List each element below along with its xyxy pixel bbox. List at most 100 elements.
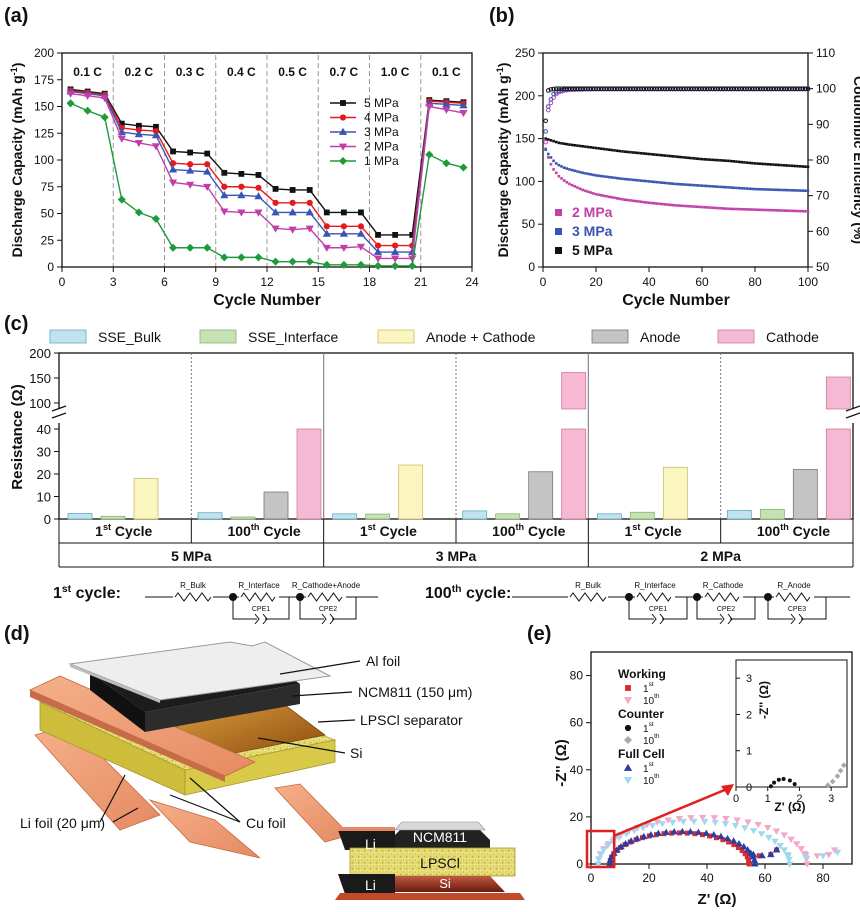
capacity-point [666,181,669,185]
capacity-point [581,145,585,148]
capacity-point [713,206,717,210]
capacity-point [605,148,608,151]
illustration-labels: Al foil NCM811 (150 μm) LPSCl separator … [20,653,472,831]
nyquist-point [787,836,795,843]
c-rate-label: 0.2 C [125,65,154,79]
nyquist-point [686,828,695,835]
circuit-100th-resistor [775,592,811,602]
bar-lower-cathode [296,428,322,520]
xs-label-ncm811: NCM811 [413,829,467,845]
xs-si-layer [380,876,505,892]
capacity-point [631,178,635,182]
data-point [425,103,434,111]
data-point [357,223,365,230]
panel-c-circuits: 1st cycle: 100th cycle:R_Bulk R_InterfaceC… [53,581,850,625]
capacity-point [721,159,725,162]
data-point [100,113,109,122]
capacity-point [570,183,574,187]
data-point [117,135,126,143]
ncm811-side [90,672,145,732]
panel-b-ylabel-right: Coulombic Efficiency (%) [851,76,860,244]
capacity-point [695,205,698,209]
capacity-point [740,207,744,211]
xs-label-lpscl: LPSCl [420,855,460,871]
capacity-point [692,157,696,160]
bar-sse-interface [365,513,391,520]
ce-point [681,86,686,91]
data-point [66,99,75,108]
nyquist-point [615,834,623,842]
inset-point [840,762,847,769]
ce-point [630,86,636,91]
capacity-point [645,179,648,183]
data-point [339,244,348,252]
legend-label: 5 MPa [572,242,613,258]
legend-item-label: 1st [643,761,654,775]
capacity-point [780,209,783,212]
y-tick-label: 75 [41,180,55,194]
data-point [221,169,228,176]
capacity-point [645,201,648,204]
legend-label: 2 MPa [572,204,613,220]
capacity-point [798,189,802,192]
legend-item-label: 10th [643,733,660,747]
capacity-point [557,163,561,167]
capacity-point [578,144,582,148]
axis-break-mark-left-1 [51,405,67,412]
capacity-point [732,160,736,163]
capacity-point [793,164,797,168]
capacity-point [700,184,704,187]
lpscl-separator-front [184,739,336,796]
data-point [134,208,143,217]
capacity-point [621,150,624,153]
legend-marker [555,247,562,254]
capacity-point [547,152,550,156]
capacity-point [576,170,579,173]
capacity-point [727,159,730,163]
data-point [254,253,263,262]
data-point [271,208,280,216]
circuit-1st-cpe-element [254,613,268,625]
xs-lower-li-tab [338,874,395,894]
capacity-point [581,171,585,175]
capacity-point [748,187,751,191]
capacity-point [594,174,598,177]
capacity-point [727,186,730,189]
capacity-point [650,180,653,183]
ce-point [657,86,662,91]
capacity-point [740,186,744,190]
nyquist-point [687,815,695,822]
capacity-point [607,195,611,199]
nyquist-point [639,825,647,832]
nyquist-point [621,840,630,847]
capacity-point [772,188,775,192]
axis-break-gap [57,409,855,423]
capacity-point [700,205,704,209]
data-point [204,150,211,157]
panel-b-ylabel-left: Discharge Capacity (mAh g-1) [495,63,511,258]
legend-marker [623,763,633,771]
capacity-point [732,186,736,190]
ce-point [755,86,760,91]
capacity-point [796,189,799,192]
ce-point [803,86,808,91]
circuit-100th-cpe-label: CPE2 [717,606,735,613]
capacity-point [798,209,802,213]
ce-point [599,86,604,91]
circuit-100th-cpe-label: CPE3 [788,606,806,613]
capacity-point [562,166,566,170]
capacity-point [557,174,561,178]
capacity-point [666,154,669,158]
y-tick-label: 100 [515,174,535,188]
data-point [187,161,194,168]
capacity-point [647,152,651,156]
data-point [117,195,126,204]
c-rate-label: 0.4 C [227,65,256,79]
ce-point [638,86,644,91]
capacity-point [804,165,807,168]
legend-marker [624,724,632,732]
capacity-point [668,203,672,207]
circuit-1st-cpe-label: CPE1 [252,606,270,613]
capacity-point [589,146,592,149]
panel-a-xlabel: Cycle Number [213,292,321,309]
